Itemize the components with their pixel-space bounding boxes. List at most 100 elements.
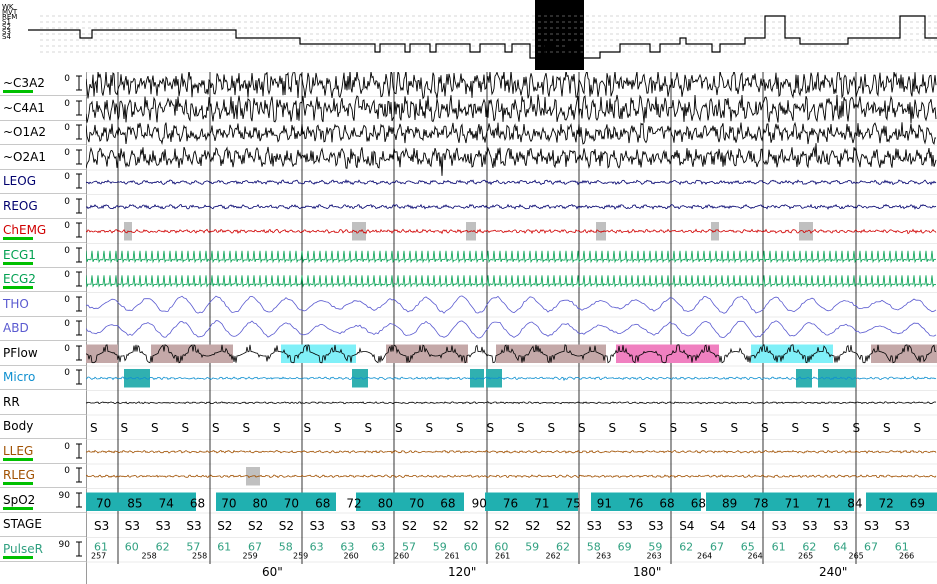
time-axis-label: 240"	[819, 565, 848, 579]
channel-row-abd[interactable]: ABD 0	[0, 317, 86, 341]
pulse-value: 62	[679, 541, 693, 554]
channel-row-pulser[interactable]: PulseR 90	[0, 538, 86, 562]
spo2-value: 68	[659, 497, 674, 511]
stage-value: S3	[186, 519, 201, 533]
body-position-mark: S	[304, 421, 312, 435]
channel-row-o2a1[interactable]: ~O2A1 0	[0, 146, 86, 170]
time-axis-label: 120"	[448, 565, 477, 579]
time-axis: 60" 120" 180" 240"	[86, 564, 937, 584]
apnea-event-box	[386, 344, 468, 363]
pulse-value: 64	[833, 541, 847, 554]
body-position-mark: S	[853, 421, 861, 435]
time-axis-label: 60"	[262, 565, 283, 579]
hypnogram-label-s1: S1	[2, 18, 11, 26]
epoch-number: 258	[142, 552, 157, 561]
body-position-mark: S	[121, 421, 129, 435]
epoch-number: 264	[748, 552, 763, 561]
channel-label-leog: LEOG	[3, 174, 37, 188]
body-position-mark: S	[822, 421, 830, 435]
body-position-mark: S	[487, 421, 495, 435]
channel-row-rleg[interactable]: RLEG 0	[0, 464, 86, 488]
pulse-value: 58	[279, 541, 293, 554]
pulse-value: 67	[710, 541, 724, 554]
stage-value: S2	[279, 519, 294, 533]
epoch-number: 258	[192, 552, 207, 561]
pulse-value: 61	[94, 541, 108, 554]
rr-trace	[86, 401, 937, 405]
emg-trace-chemg	[86, 228, 937, 235]
epoch-number: 265	[849, 552, 864, 561]
spo2-value: 70	[284, 497, 299, 511]
apnea-event-box	[871, 344, 937, 363]
channel-zero-ecg1: 0	[64, 245, 70, 256]
eeg-trace-c4a1	[86, 94, 937, 124]
scale-bar-icon	[76, 124, 82, 140]
channel-row-pflow[interactable]: PFlow 0	[0, 342, 86, 366]
stage-value: S4	[679, 519, 694, 533]
body-position-mark: S	[914, 421, 922, 435]
channel-row-tho[interactable]: THO 0	[0, 293, 86, 317]
stage-value: S3	[864, 519, 879, 533]
spo2-desat-band	[216, 492, 336, 511]
stage-value: S3	[802, 519, 817, 533]
spo2-value: 90	[472, 497, 487, 511]
channel-row-reog[interactable]: REOG 0	[0, 195, 86, 219]
leg-trace-lleg	[86, 449, 937, 454]
channel-label-ecg2: ECG2	[3, 272, 36, 286]
channel-row-c3a2[interactable]: ~C3A2 0	[0, 72, 86, 96]
scale-bar-icon	[76, 222, 82, 238]
channel-zero-spo2: 90	[58, 490, 70, 501]
resp-trace-abd	[86, 320, 937, 339]
scale-bar-icon	[76, 75, 82, 91]
channel-row-spo2[interactable]: SpO2 90	[0, 489, 86, 513]
channel-label-rr: RR	[3, 394, 20, 409]
scale-bar-icon	[76, 271, 82, 287]
channel-row-leog[interactable]: LEOG 0	[0, 170, 86, 194]
channel-gain-indicator	[3, 286, 33, 289]
channel-row-micro[interactable]: Micro 0	[0, 366, 86, 390]
channel-row-chemg[interactable]: ChEMG 0	[0, 219, 86, 243]
scale-bar-icon	[76, 173, 82, 189]
epoch-number: 261	[495, 552, 510, 561]
channel-label-micro: Micro	[3, 370, 36, 384]
channel-row-ecg2[interactable]: ECG2 0	[0, 268, 86, 292]
spo2-value: 69	[910, 497, 925, 511]
stage-value: S3	[833, 519, 848, 533]
body-position-mark: S	[761, 421, 769, 435]
spo2-value: 85	[127, 497, 142, 511]
stage-value: S2	[248, 519, 263, 533]
spo2-value: 70	[221, 497, 236, 511]
snore-event-box	[124, 369, 150, 388]
stage-value: S3	[340, 519, 355, 533]
scale-bar-icon	[76, 149, 82, 164]
pulse-value: 60	[494, 541, 508, 554]
body-position-mark: S	[365, 421, 373, 435]
channel-zero-rleg: 0	[64, 466, 70, 476]
channel-row-stage[interactable]: STAGE	[0, 513, 86, 537]
channel-row-lleg[interactable]: LLEG 0	[0, 440, 86, 464]
channel-row-body[interactable]: Body	[0, 415, 86, 439]
body-position-mark: S	[883, 421, 891, 435]
pulse-value: 60	[464, 541, 478, 554]
spo2-value: 68	[190, 497, 205, 511]
stage-value: S3	[618, 519, 633, 533]
hypnogram-label-wk: WK	[2, 3, 14, 11]
channel-gain-indicator	[3, 90, 33, 93]
channel-row-rr[interactable]: RR	[0, 391, 86, 415]
channel-label-c4a1: ~C4A1	[3, 100, 45, 115]
channel-row-ecg1[interactable]: ECG1 0	[0, 244, 86, 268]
pulse-value: 59	[525, 541, 539, 554]
scale-bar-icon	[76, 296, 82, 311]
epoch-number: 261	[445, 552, 460, 561]
stage-value: S2	[494, 519, 509, 533]
channel-row-c4a1[interactable]: ~C4A1 0	[0, 97, 86, 121]
hypnogram: WK MVT REM S1 S2 S3 S4	[0, 0, 937, 72]
channel-label-spo2: SpO2	[3, 492, 36, 507]
spo2-value: 78	[753, 497, 768, 511]
body-position-mark: S	[395, 421, 403, 435]
waveform-area[interactable]: S S S S S S S S S S S S S S S S S S S S S S S S S S S S 70 85 74 68 70 80…	[86, 72, 937, 564]
epoch-number: 266	[899, 552, 914, 561]
spo2-value: 71	[785, 497, 800, 511]
body-position-mark: S	[426, 421, 434, 435]
channel-row-o1a2[interactable]: ~O1A2 0	[0, 121, 86, 145]
